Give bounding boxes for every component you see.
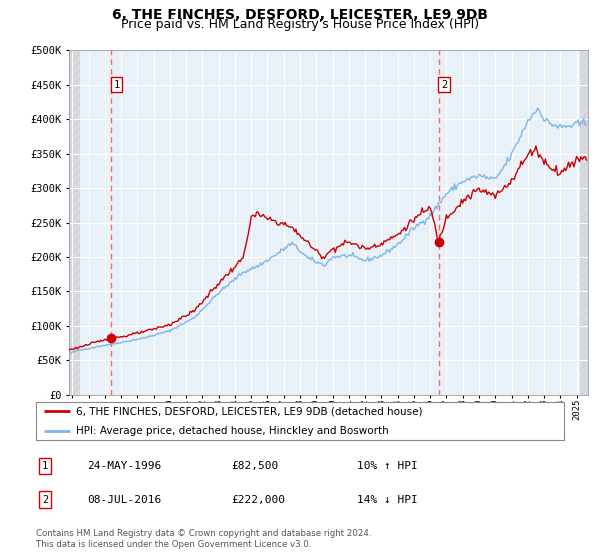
- Text: 2: 2: [42, 494, 48, 505]
- Bar: [69, 50, 80, 395]
- Text: 1: 1: [113, 80, 120, 90]
- Text: HPI: Average price, detached house, Hinckley and Bosworth: HPI: Average price, detached house, Hinc…: [76, 426, 388, 436]
- Text: 24-MAY-1996: 24-MAY-1996: [87, 461, 161, 471]
- FancyBboxPatch shape: [36, 402, 564, 440]
- Text: 08-JUL-2016: 08-JUL-2016: [87, 494, 161, 505]
- Text: 14% ↓ HPI: 14% ↓ HPI: [357, 494, 418, 505]
- Text: £222,000: £222,000: [231, 494, 285, 505]
- Text: 2: 2: [441, 80, 448, 90]
- Text: £82,500: £82,500: [231, 461, 278, 471]
- Text: Price paid vs. HM Land Registry's House Price Index (HPI): Price paid vs. HM Land Registry's House …: [121, 18, 479, 31]
- Text: 6, THE FINCHES, DESFORD, LEICESTER, LE9 9DB: 6, THE FINCHES, DESFORD, LEICESTER, LE9 …: [112, 8, 488, 22]
- Text: 1: 1: [42, 461, 48, 471]
- Text: 10% ↑ HPI: 10% ↑ HPI: [357, 461, 418, 471]
- Text: Contains HM Land Registry data © Crown copyright and database right 2024.
This d: Contains HM Land Registry data © Crown c…: [36, 529, 371, 549]
- Bar: [580, 50, 588, 395]
- Text: 6, THE FINCHES, DESFORD, LEICESTER, LE9 9DB (detached house): 6, THE FINCHES, DESFORD, LEICESTER, LE9 …: [76, 406, 422, 416]
